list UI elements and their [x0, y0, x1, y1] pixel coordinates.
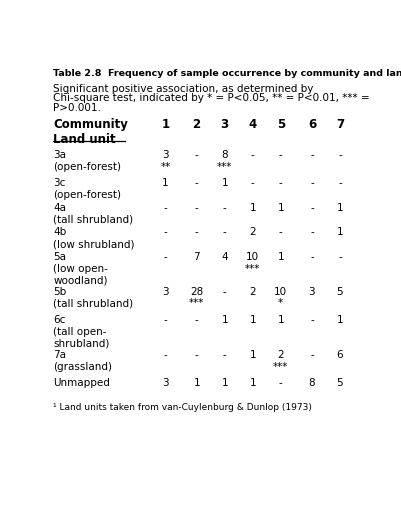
Text: -: -: [163, 350, 167, 360]
Text: 1: 1: [336, 315, 342, 325]
Text: 5a
(low open-
woodland): 5a (low open- woodland): [53, 252, 108, 285]
Text: 3c
(open-forest): 3c (open-forest): [53, 179, 121, 200]
Text: 1: 1: [221, 315, 227, 325]
Text: 3
**: 3 **: [160, 150, 170, 172]
Text: 1: 1: [249, 350, 255, 360]
Text: -: -: [278, 150, 282, 160]
Text: 8
***: 8 ***: [217, 150, 232, 172]
Text: -: -: [222, 227, 226, 238]
Text: -: -: [194, 350, 198, 360]
Text: 1: 1: [161, 119, 169, 131]
Text: 2: 2: [192, 119, 200, 131]
Text: Table 2.8  Frequency of sample occurrence by community and land unit¹: Table 2.8 Frequency of sample occurrence…: [53, 69, 401, 78]
Text: 1: 1: [277, 203, 284, 213]
Text: -: -: [194, 150, 198, 160]
Text: 8: 8: [308, 379, 314, 388]
Text: 7: 7: [193, 252, 199, 262]
Text: -: -: [309, 179, 313, 188]
Text: 5: 5: [276, 119, 284, 131]
Text: 5: 5: [336, 287, 342, 297]
Text: -: -: [222, 350, 226, 360]
Text: -: -: [278, 179, 282, 188]
Text: 1: 1: [249, 203, 255, 213]
Text: 2: 2: [249, 227, 255, 238]
Text: P>0.001.: P>0.001.: [53, 103, 101, 113]
Text: -: -: [309, 252, 313, 262]
Text: -: -: [309, 203, 313, 213]
Text: -: -: [194, 179, 198, 188]
Text: 4: 4: [248, 119, 256, 131]
Text: -: -: [337, 252, 341, 262]
Text: 1: 1: [221, 179, 227, 188]
Text: 5: 5: [336, 379, 342, 388]
Text: -: -: [163, 203, 167, 213]
Text: -: -: [278, 227, 282, 238]
Text: 1: 1: [249, 315, 255, 325]
Text: 3: 3: [162, 379, 168, 388]
Text: -: -: [194, 203, 198, 213]
Text: -: -: [163, 227, 167, 238]
Text: 3: 3: [308, 287, 314, 297]
Text: 1: 1: [221, 379, 227, 388]
Text: 1: 1: [249, 379, 255, 388]
Text: 2: 2: [249, 287, 255, 297]
Text: 1: 1: [162, 179, 168, 188]
Text: -: -: [337, 179, 341, 188]
Text: -: -: [194, 315, 198, 325]
Text: -: -: [250, 150, 254, 160]
Text: 1: 1: [193, 379, 199, 388]
Text: Significant positive association, as determined by: Significant positive association, as det…: [53, 84, 313, 94]
Text: ¹ Land units taken from van-Cuylenburg & Dunlop (1973): ¹ Land units taken from van-Cuylenburg &…: [53, 403, 312, 412]
Text: 3a
(open-forest): 3a (open-forest): [53, 150, 121, 172]
Text: -: -: [309, 227, 313, 238]
Text: -: -: [222, 203, 226, 213]
Text: 28
***: 28 ***: [188, 287, 204, 308]
Text: -: -: [278, 379, 282, 388]
Text: -: -: [194, 227, 198, 238]
Text: 2
***: 2 ***: [272, 350, 288, 371]
Text: Unmapped: Unmapped: [53, 379, 110, 388]
Text: 10
***: 10 ***: [245, 252, 260, 273]
Text: 6: 6: [307, 119, 315, 131]
Text: -: -: [250, 179, 254, 188]
Text: 3: 3: [162, 287, 168, 297]
Text: 1: 1: [277, 315, 284, 325]
Text: -: -: [163, 315, 167, 325]
Text: 1: 1: [336, 203, 342, 213]
Text: Community: Community: [53, 119, 128, 131]
Text: 1: 1: [277, 252, 284, 262]
Text: 4a
(tall shrubland): 4a (tall shrubland): [53, 203, 133, 225]
Text: 4b
(low shrubland): 4b (low shrubland): [53, 227, 134, 249]
Text: -: -: [337, 150, 341, 160]
Text: 7: 7: [335, 119, 343, 131]
Text: 10
*: 10 *: [273, 287, 287, 308]
Text: -: -: [163, 252, 167, 262]
Text: Chi-square test, indicated by * = P<0.05, ** = P<0.01, *** =: Chi-square test, indicated by * = P<0.05…: [53, 93, 369, 103]
Text: -: -: [309, 315, 313, 325]
Text: 4: 4: [221, 252, 227, 262]
Text: -: -: [222, 287, 226, 297]
Text: 1: 1: [336, 227, 342, 238]
Text: 6c
(tall open-
shrubland): 6c (tall open- shrubland): [53, 315, 109, 348]
Text: -: -: [309, 150, 313, 160]
Text: -: -: [309, 350, 313, 360]
Text: 5b
(tall shrubland): 5b (tall shrubland): [53, 287, 133, 308]
Text: 7a
(grassland): 7a (grassland): [53, 350, 112, 371]
Text: 6: 6: [336, 350, 342, 360]
Text: Land unit: Land unit: [53, 133, 116, 146]
Text: 3: 3: [220, 119, 228, 131]
